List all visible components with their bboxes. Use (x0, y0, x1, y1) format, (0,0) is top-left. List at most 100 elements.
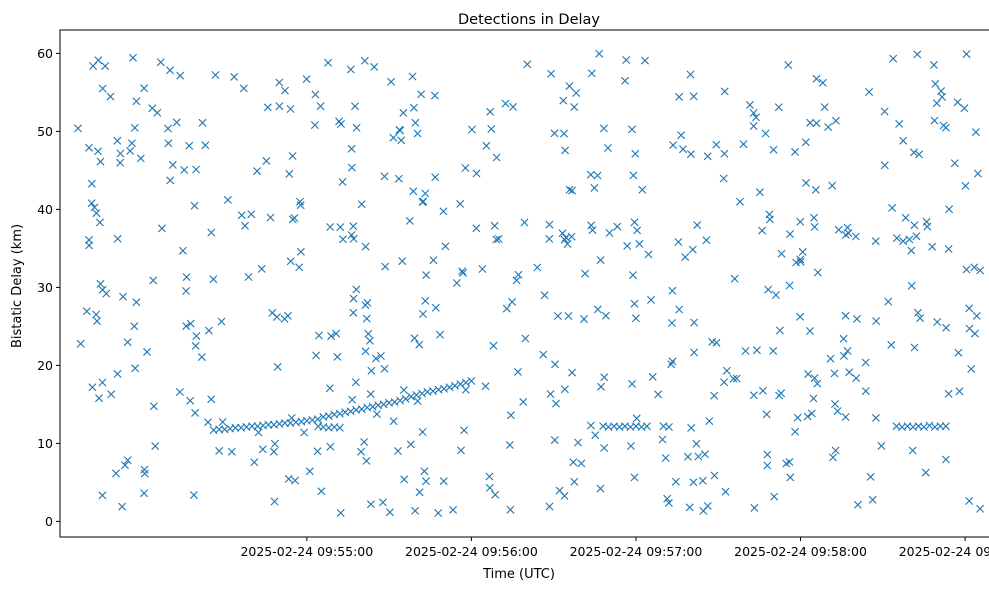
detection-marker (928, 242, 937, 251)
detection-marker (710, 471, 719, 480)
detection-marker (722, 366, 731, 375)
detection-marker (798, 247, 807, 256)
detection-marker (346, 407, 355, 416)
detection-marker (439, 207, 448, 216)
detection-marker (164, 139, 173, 148)
detection-marker (458, 267, 467, 276)
detection-marker (211, 71, 220, 79)
detection-marker (176, 71, 185, 80)
detection-marker (119, 292, 127, 301)
detection-marker (605, 229, 614, 237)
detection-marker (123, 456, 132, 465)
detection-marker (164, 124, 172, 133)
detection-marker (803, 412, 812, 421)
detection-marker (400, 475, 409, 484)
detection-marker (96, 157, 105, 166)
detection-marker (85, 235, 93, 244)
detection-marker (758, 386, 767, 395)
detection-marker (630, 218, 639, 227)
detection-marker (628, 125, 636, 134)
detection-marker (908, 446, 917, 455)
detection-marker (970, 329, 979, 338)
detection-marker (774, 103, 783, 112)
detection-marker (418, 389, 426, 398)
detection-marker (654, 390, 663, 399)
detection-marker (93, 317, 101, 326)
detection-marker (540, 291, 549, 300)
detection-marker (90, 203, 99, 212)
detection-marker (811, 185, 820, 194)
detection-marker (938, 93, 947, 101)
detection-marker (508, 297, 517, 306)
detection-marker (932, 99, 941, 108)
detection-marker (361, 347, 370, 356)
detection-marker (546, 390, 555, 399)
detection-marker (379, 400, 388, 409)
detection-marker (699, 506, 708, 515)
y-tick-label: 0 (45, 514, 53, 529)
y-tick-label: 30 (37, 280, 53, 295)
detection-marker (683, 452, 692, 461)
detection-marker (394, 174, 403, 183)
detection-marker (347, 231, 356, 240)
detection-marker (456, 199, 465, 208)
detection-marker (351, 102, 359, 111)
detection-marker (385, 508, 394, 517)
detection-marker (361, 242, 370, 251)
detection-marker (270, 439, 279, 448)
detection-marker (765, 210, 774, 219)
detection-marker (674, 238, 683, 246)
detection-marker (641, 56, 649, 65)
detection-marker (275, 102, 284, 111)
detection-marker (912, 232, 921, 241)
detection-marker (880, 107, 889, 116)
detection-marker (198, 118, 207, 127)
detection-marker (381, 262, 390, 271)
detection-marker (217, 317, 226, 326)
detection-marker (151, 442, 160, 451)
detection-marker (621, 76, 629, 85)
detection-marker (809, 394, 818, 403)
detection-marker (361, 301, 370, 310)
detection-marker (775, 391, 784, 400)
detection-marker (690, 348, 699, 357)
detection-marker (629, 271, 637, 280)
detection-marker (685, 503, 694, 512)
detection-marker (390, 398, 399, 407)
detection-marker (560, 491, 569, 500)
detection-marker (923, 222, 932, 231)
detection-marker (132, 97, 141, 106)
detection-marker (810, 213, 818, 222)
detection-marker (944, 389, 953, 398)
detection-marker (933, 318, 942, 326)
detection-marker (679, 145, 687, 154)
detection-marker (701, 450, 709, 459)
detection-marker (712, 140, 721, 149)
detection-marker (273, 362, 282, 371)
detection-marker (631, 149, 640, 158)
detection-marker (506, 505, 515, 514)
detection-marker (834, 225, 843, 234)
detection-marker (802, 178, 810, 187)
detection-marker (558, 229, 567, 238)
detection-marker (749, 122, 758, 131)
detection-marker (830, 369, 839, 378)
detection-marker (785, 458, 794, 466)
detection-marker (407, 392, 416, 401)
detection-marker (839, 334, 848, 343)
detection-marker (140, 84, 149, 93)
detection-marker (76, 339, 85, 348)
detection-marker (739, 140, 748, 149)
detection-marker (698, 476, 707, 485)
detection-marker (192, 165, 201, 174)
detection-marker (775, 326, 784, 335)
detection-marker (285, 169, 294, 178)
detection-marker (360, 438, 369, 446)
detection-marker (633, 226, 642, 235)
y-tick-label: 40 (37, 202, 53, 217)
detection-marker (481, 382, 490, 391)
detection-marker (253, 167, 262, 176)
x-tick-label: 2025-02-24 09:56:00 (405, 544, 538, 559)
detection-marker (430, 91, 439, 100)
detection-marker (349, 234, 358, 243)
